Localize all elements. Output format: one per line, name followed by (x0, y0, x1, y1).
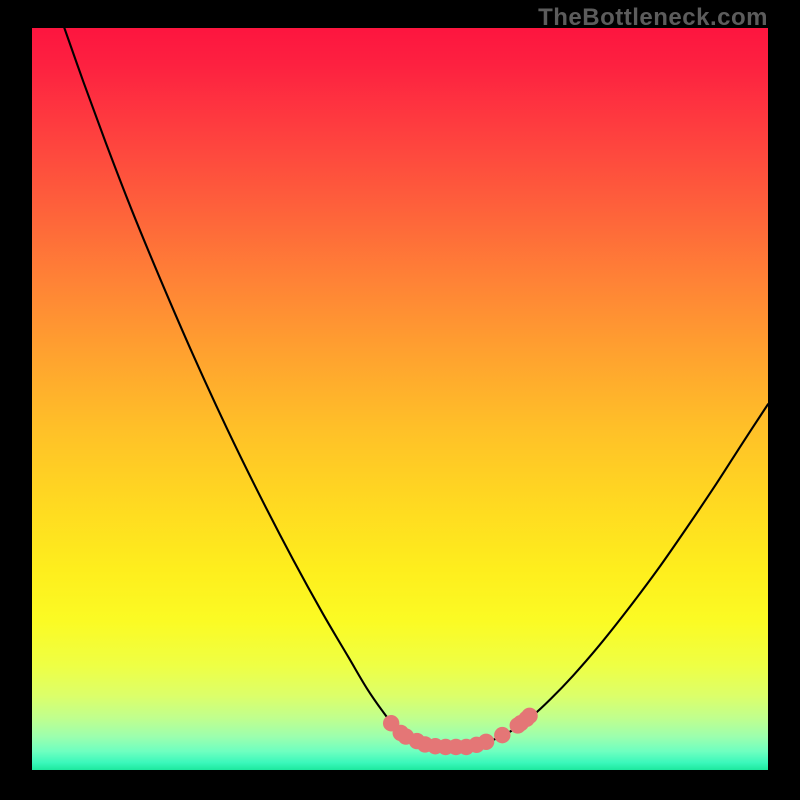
outer-frame: TheBottleneck.com (0, 0, 800, 800)
gradient-background (32, 28, 768, 770)
data-point (521, 708, 537, 724)
data-point (494, 727, 510, 743)
watermark-label: TheBottleneck.com (538, 4, 768, 32)
data-point (478, 734, 494, 750)
gradient-chart-svg (32, 28, 768, 770)
plot-area (32, 28, 768, 770)
